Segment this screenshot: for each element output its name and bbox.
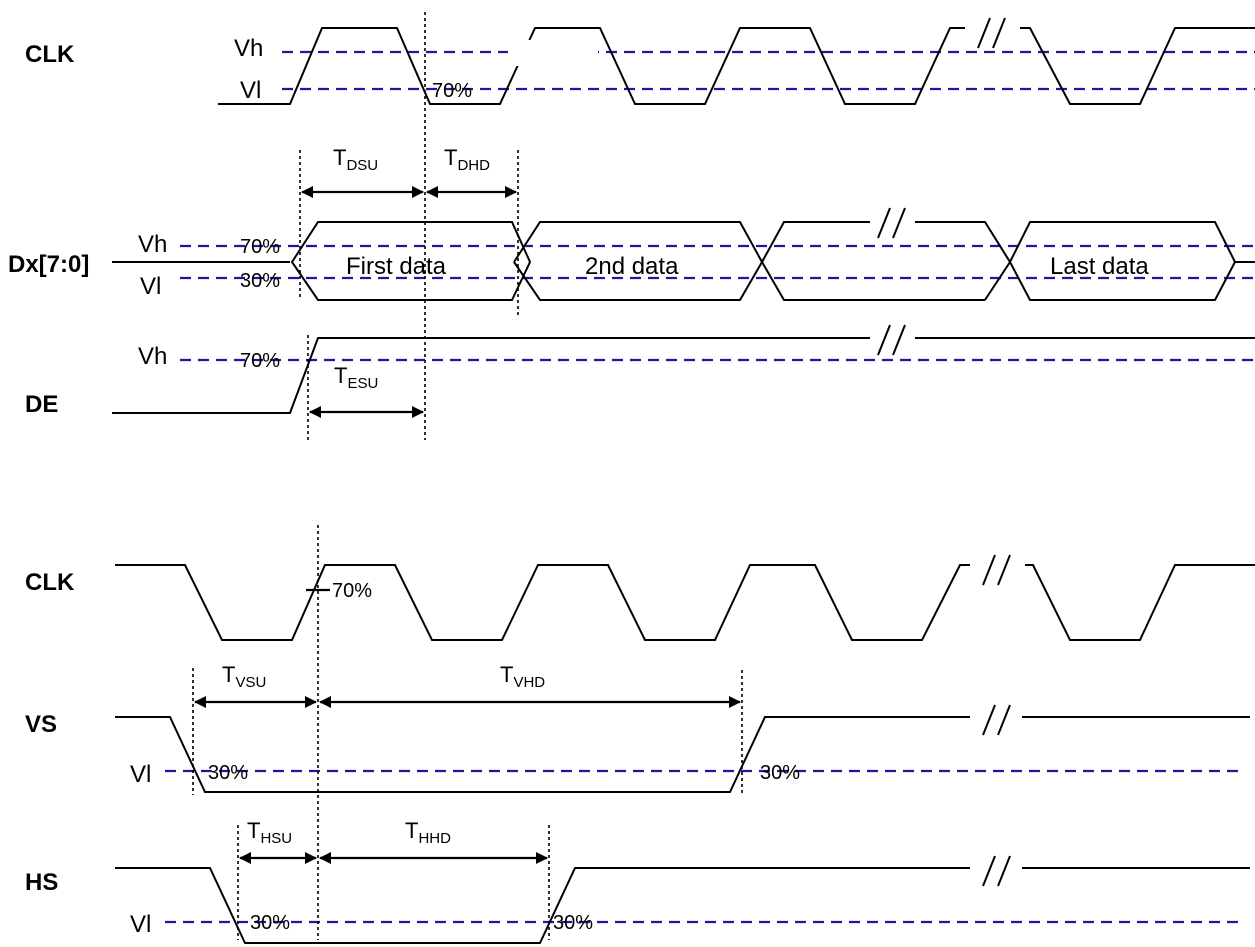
clk-bottom-waveform: [115, 564, 970, 641]
de-break-icon: [877, 324, 906, 356]
hs-threshold-fall: 30%: [250, 912, 290, 934]
hs-threshold-rise: 30%: [553, 912, 593, 934]
dx-threshold-70: 70%: [240, 236, 280, 258]
clk-top-threshold: 70%: [432, 80, 472, 102]
tdsu-label: TDSU: [333, 145, 378, 174]
vs-threshold-fall: 30%: [208, 762, 248, 784]
de-threshold-70: 70%: [240, 350, 280, 372]
vs-waveform: [115, 716, 970, 793]
thsu-label: THSU: [247, 818, 292, 847]
thhd-label: THHD: [405, 818, 451, 847]
dx-first-data-bubble: [290, 221, 532, 301]
clk-bottom-break-icon: [982, 554, 1011, 586]
vs-threshold-rise: 30%: [760, 762, 800, 784]
clk-top-waveform-cont: [1020, 27, 1255, 105]
clk-top-waveform: [218, 27, 965, 105]
de-waveform: [112, 337, 870, 414]
clk-top-smudge: [508, 40, 598, 66]
dx-2nd-data-tail: [761, 221, 985, 301]
clk-top-break-icon: [977, 17, 1006, 49]
tvhd-label: TVHD: [500, 662, 545, 691]
level-label-vh-de: Vh: [138, 343, 167, 370]
dx-break-icon: [877, 207, 906, 239]
level-label-vl-vs: Vl: [130, 761, 151, 788]
data-label-second: 2nd data: [585, 253, 679, 280]
tesu-label: TESU: [334, 363, 378, 392]
signal-label-clk-top: CLK: [25, 41, 75, 68]
signal-label-clk-bottom: CLK: [25, 569, 75, 596]
level-label-vl-dx: Vl: [140, 273, 161, 300]
data-label-first: First data: [346, 253, 447, 280]
level-label-vl-hs: Vl: [130, 911, 151, 938]
level-label-vh-clk: Vh: [234, 35, 263, 62]
data-label-last: Last data: [1050, 253, 1149, 280]
signal-label-de: DE: [25, 391, 58, 418]
signal-label-dx: Dx[7:0]: [8, 251, 89, 278]
clk-bottom-waveform-cont: [1025, 564, 1255, 641]
tdhd-label: TDHD: [444, 145, 490, 174]
hs-break-icon: [982, 855, 1011, 887]
tvsu-label: TVSU: [222, 662, 266, 691]
signal-label-hs: HS: [25, 869, 58, 896]
hs-waveform: [115, 867, 970, 944]
signal-label-vs: VS: [25, 711, 57, 738]
level-label-vl-clk: Vl: [240, 77, 261, 104]
vs-break-icon: [982, 704, 1011, 736]
clk-bottom-threshold: 70%: [332, 580, 372, 602]
dx-threshold-30: 30%: [240, 270, 280, 292]
level-label-vh-dx: Vh: [138, 231, 167, 258]
